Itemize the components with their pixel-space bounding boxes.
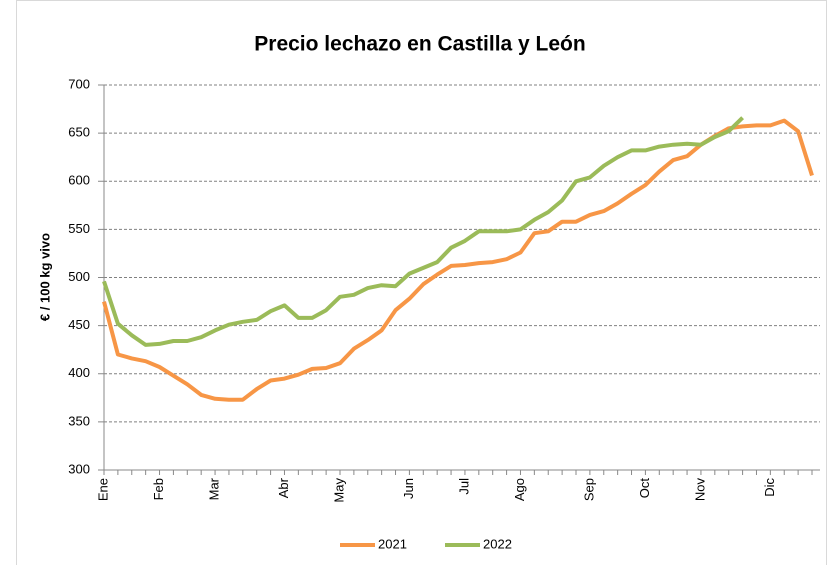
y-tick-label: 300 xyxy=(68,461,90,476)
x-tick-label: Ene xyxy=(95,478,110,501)
y-tick-label: 700 xyxy=(68,76,90,91)
x-tick-label: Jun xyxy=(401,478,416,499)
x-tick-label: Ago xyxy=(512,478,527,501)
x-tick-label: Nov xyxy=(692,478,707,502)
x-tick-label: May xyxy=(331,478,346,503)
series-line xyxy=(102,118,814,402)
y-tick-label: 450 xyxy=(68,317,90,332)
series-line xyxy=(102,116,744,347)
chart-border xyxy=(16,0,827,565)
legend-label: 2022 xyxy=(483,536,512,551)
y-tick-label: 600 xyxy=(68,173,90,188)
x-tick-label: Jul xyxy=(456,478,471,495)
y-tick-label: 500 xyxy=(68,269,90,284)
x-tick-label: Dic xyxy=(762,478,777,497)
legend-label: 2021 xyxy=(378,536,407,551)
y-tick-label: 650 xyxy=(68,125,90,140)
y-tick-label: 550 xyxy=(68,221,90,236)
x-tick-label: Abr xyxy=(276,477,291,498)
y-tick-label: 400 xyxy=(68,365,90,380)
x-tick-label: Feb xyxy=(151,478,166,500)
x-tick-label: Oct xyxy=(637,478,652,499)
y-axis-label: € / 100 kg vivo xyxy=(37,233,52,321)
x-tick-label: Sep xyxy=(581,478,596,501)
x-tick-label: Mar xyxy=(206,477,221,500)
chart-title: Precio lechazo en Castilla y León xyxy=(254,33,585,56)
y-tick-label: 350 xyxy=(68,413,90,428)
